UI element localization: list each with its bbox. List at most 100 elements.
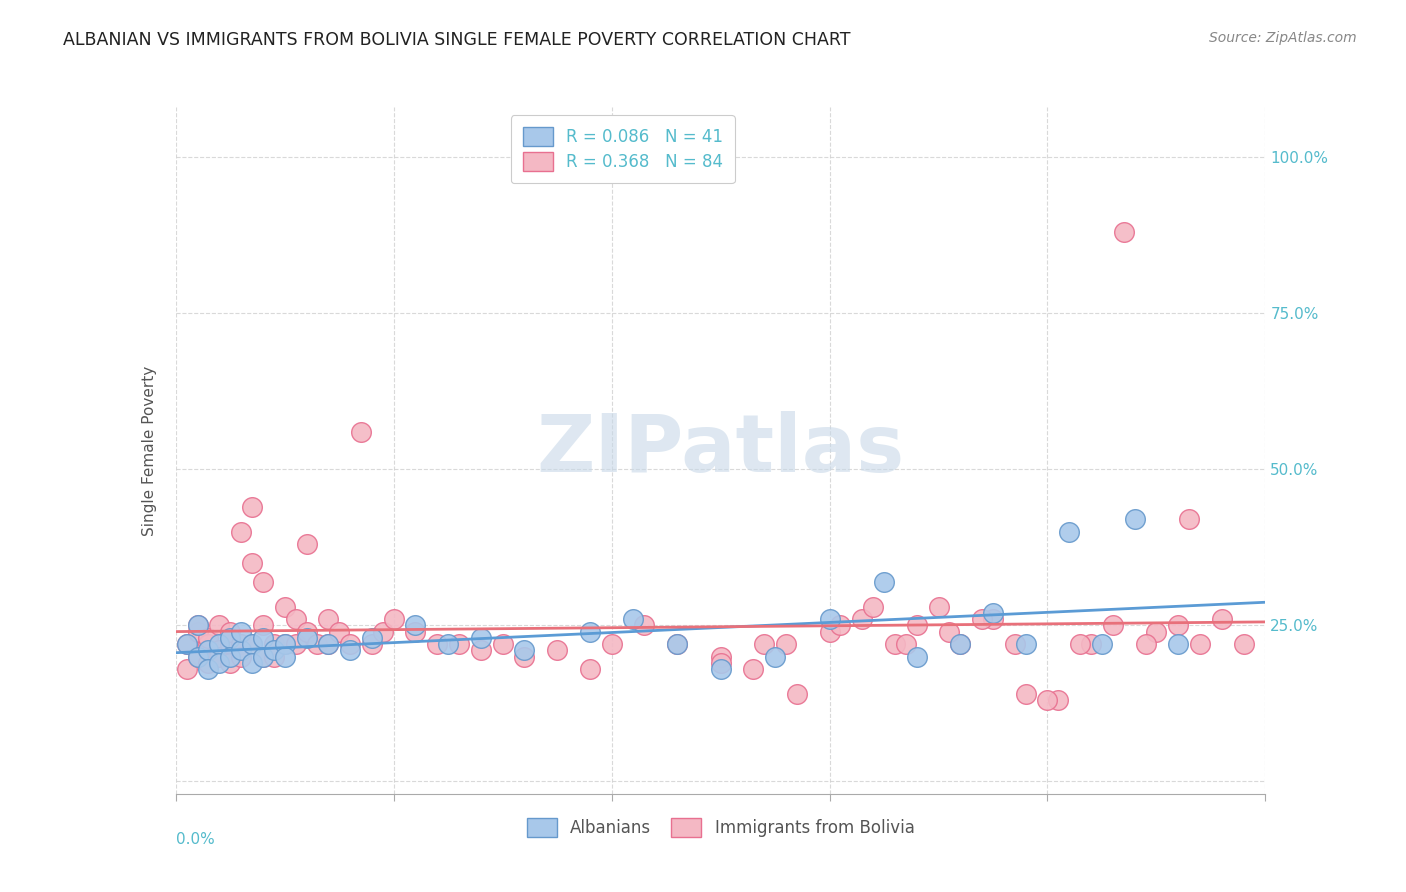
- Point: [219, 624, 242, 639]
- Point: [274, 599, 297, 614]
- Point: [176, 637, 198, 651]
- Text: ALBANIAN VS IMMIGRANTS FROM BOLIVIA SINGLE FEMALE POVERTY CORRELATION CHART: ALBANIAN VS IMMIGRANTS FROM BOLIVIA SING…: [63, 31, 851, 49]
- Point: [666, 637, 689, 651]
- Point: [240, 556, 263, 570]
- Point: [240, 637, 263, 651]
- Point: [350, 425, 373, 439]
- Point: [818, 612, 841, 626]
- Point: [742, 662, 765, 676]
- Point: [208, 656, 231, 670]
- Point: [274, 649, 297, 664]
- Point: [263, 643, 285, 657]
- Point: [252, 618, 274, 632]
- Point: [197, 643, 219, 657]
- Point: [905, 649, 928, 664]
- Point: [851, 612, 873, 626]
- Point: [219, 637, 242, 651]
- Point: [231, 643, 253, 657]
- Point: [219, 631, 242, 645]
- Point: [938, 624, 960, 639]
- Point: [360, 637, 382, 651]
- Point: [295, 631, 318, 645]
- Point: [197, 662, 219, 676]
- Point: [274, 637, 297, 651]
- Point: [252, 649, 274, 664]
- Point: [252, 574, 274, 589]
- Point: [884, 637, 907, 651]
- Point: [328, 624, 350, 639]
- Point: [1189, 637, 1212, 651]
- Point: [284, 637, 307, 651]
- Point: [1167, 637, 1189, 651]
- Point: [219, 649, 242, 664]
- Point: [513, 649, 536, 664]
- Point: [405, 624, 427, 639]
- Point: [633, 618, 655, 632]
- Point: [492, 637, 515, 651]
- Point: [437, 637, 460, 651]
- Legend: Albanians, Immigrants from Bolivia: Albanians, Immigrants from Bolivia: [517, 808, 924, 847]
- Point: [1091, 637, 1114, 651]
- Point: [208, 637, 231, 651]
- Point: [186, 618, 209, 632]
- Point: [600, 637, 623, 651]
- Point: [176, 637, 198, 651]
- Point: [1178, 512, 1201, 526]
- Text: 0.0%: 0.0%: [176, 831, 215, 847]
- Point: [710, 656, 733, 670]
- Point: [231, 524, 253, 539]
- Point: [284, 612, 307, 626]
- Point: [252, 631, 274, 645]
- Point: [186, 618, 209, 632]
- Point: [274, 637, 297, 651]
- Point: [1047, 693, 1070, 707]
- Point: [231, 637, 253, 651]
- Point: [754, 637, 776, 651]
- Point: [208, 618, 231, 632]
- Point: [240, 656, 263, 670]
- Y-axis label: Single Female Poverty: Single Female Poverty: [142, 366, 157, 535]
- Point: [470, 643, 492, 657]
- Point: [970, 612, 993, 626]
- Point: [981, 606, 1004, 620]
- Point: [447, 637, 470, 651]
- Point: [579, 662, 602, 676]
- Point: [252, 649, 274, 664]
- Point: [231, 649, 253, 664]
- Point: [949, 637, 972, 651]
- Point: [382, 612, 405, 626]
- Point: [905, 618, 928, 632]
- Point: [1102, 618, 1125, 632]
- Point: [546, 643, 568, 657]
- Point: [513, 643, 536, 657]
- Point: [1232, 637, 1256, 651]
- Point: [710, 649, 733, 664]
- Point: [186, 649, 209, 664]
- Point: [1123, 512, 1146, 526]
- Point: [949, 637, 972, 651]
- Point: [426, 637, 449, 651]
- Point: [405, 618, 427, 632]
- Point: [197, 656, 219, 670]
- Point: [208, 643, 231, 657]
- Point: [231, 624, 253, 639]
- Point: [470, 631, 492, 645]
- Point: [339, 643, 361, 657]
- Point: [371, 624, 394, 639]
- Point: [818, 624, 841, 639]
- Text: Source: ZipAtlas.com: Source: ZipAtlas.com: [1209, 31, 1357, 45]
- Point: [786, 687, 808, 701]
- Point: [318, 637, 340, 651]
- Point: [263, 637, 285, 651]
- Point: [1167, 618, 1189, 632]
- Point: [873, 574, 896, 589]
- Point: [318, 637, 340, 651]
- Point: [1057, 524, 1080, 539]
- Point: [360, 631, 382, 645]
- Point: [1135, 637, 1157, 651]
- Point: [295, 624, 318, 639]
- Point: [208, 649, 231, 664]
- Point: [763, 649, 786, 664]
- Point: [176, 662, 198, 676]
- Point: [307, 637, 329, 651]
